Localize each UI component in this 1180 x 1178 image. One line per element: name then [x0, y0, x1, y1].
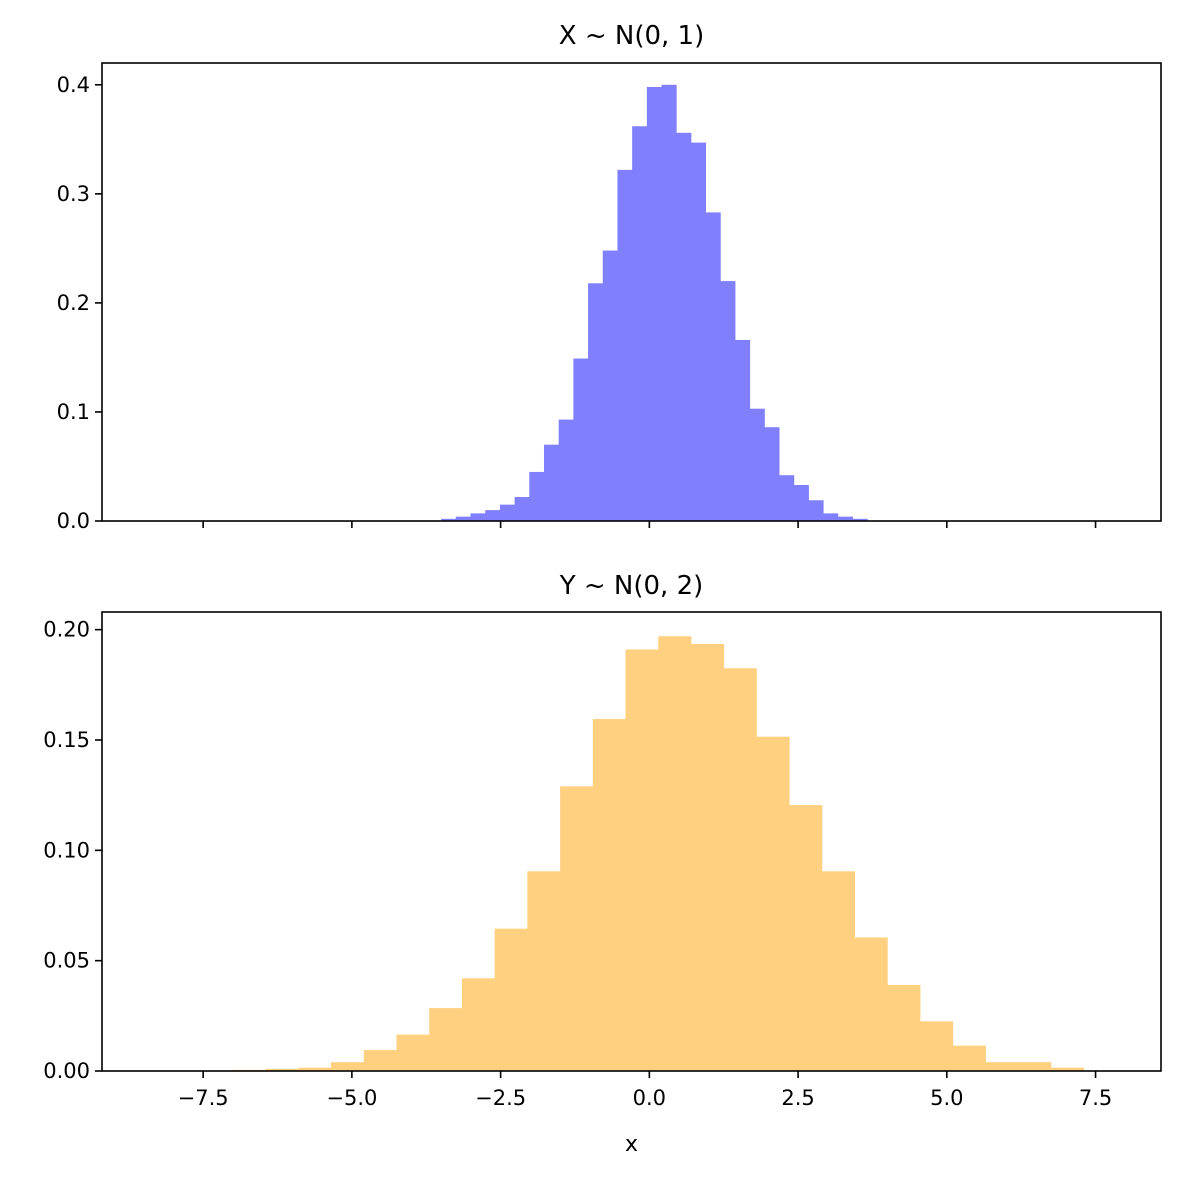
histogram-bar	[499, 504, 515, 521]
y-tick-label: 0.3	[57, 182, 90, 206]
x-tick-label: −7.5	[178, 1086, 229, 1110]
histogram-bar	[588, 283, 604, 521]
x-tick-label: −2.5	[475, 1086, 526, 1110]
histogram-bar	[985, 1062, 1019, 1071]
histogram-bar	[592, 719, 626, 1071]
histogram-bar	[823, 513, 839, 521]
histogram-bar	[837, 516, 853, 521]
histogram-bar	[793, 485, 809, 521]
histogram-bar	[617, 169, 633, 521]
histogram-panel-y: Y ~ N(0, 2) 0.00 0.05 0.10 0.15 0.20 −7.5 −5.0…	[43, 571, 1162, 1157]
axes-frame	[101, 611, 1162, 1072]
ticks-layer: 0.0 0.1 0.2 0.3 0.4	[57, 73, 1097, 533]
histogram-bar	[298, 1067, 332, 1071]
y-tick-label: 0.1	[57, 400, 90, 424]
chart-title: X ~ N(0, 1)	[559, 21, 704, 51]
x-axis-label: x	[625, 1132, 638, 1157]
histogram-bar	[705, 212, 721, 521]
x-tick-label: 7.5	[1079, 1086, 1112, 1110]
chart-title: Y ~ N(0, 2)	[559, 571, 704, 601]
histogram-bar	[789, 805, 823, 1071]
histogram-bar	[676, 132, 692, 522]
y-tick-label: 0.05	[43, 949, 90, 973]
histogram-bar	[646, 86, 662, 522]
histogram-bar	[854, 937, 888, 1071]
histogram-bar	[661, 84, 677, 521]
histogram-bar	[529, 471, 545, 521]
histogram-bar	[396, 1034, 430, 1071]
histogram-bar	[455, 516, 471, 521]
histogram-bar	[514, 497, 530, 521]
histogram-bar	[470, 513, 486, 521]
histogram-bar	[560, 786, 594, 1071]
histogram-bar	[265, 1068, 299, 1071]
histogram-bar	[602, 250, 618, 521]
histogram-bar	[690, 644, 725, 1071]
x-tick-label: −5.0	[326, 1086, 377, 1110]
y-tick-label: 0.2	[57, 291, 90, 315]
bars-layer	[232, 636, 1085, 1071]
histogram-bar	[543, 444, 560, 521]
histogram-bar	[527, 871, 561, 1071]
histogram-bar	[331, 1062, 365, 1071]
histogram-bar	[1018, 1062, 1052, 1071]
x-tick-label: 5.0	[930, 1086, 963, 1110]
histogram-panel-x: X ~ N(0, 1) 0.0 0.1 0.2 0.3 0.4	[57, 21, 1162, 533]
histogram-bar	[887, 984, 921, 1071]
x-tick-label: 0.0	[633, 1086, 666, 1110]
ticks-layer: 0.00 0.05 0.10 0.15 0.20 −7.5 −5.0 −2.5 0.0 2.5 5.…	[43, 618, 1112, 1110]
bars-layer	[441, 84, 868, 522]
histogram-bar	[720, 281, 736, 521]
histogram-bar	[632, 126, 648, 521]
histogram-bar	[764, 427, 780, 521]
y-tick-label: 0.4	[57, 73, 90, 97]
histogram-bar	[821, 871, 855, 1071]
histogram-bar	[952, 1045, 986, 1071]
histogram-bar	[494, 928, 528, 1071]
histogram-bar	[690, 142, 707, 521]
histogram-bar	[363, 1050, 397, 1071]
x-tick-label: 2.5	[781, 1086, 814, 1110]
histogram-bar	[756, 736, 790, 1071]
histogram-bar	[441, 518, 457, 521]
histogram-bar	[429, 1008, 463, 1071]
histogram-bar	[485, 510, 501, 521]
y-tick-label: 0.0	[57, 509, 90, 533]
histogram-bar	[852, 518, 868, 521]
histogram-bar	[625, 649, 659, 1071]
histogram-bar	[658, 636, 692, 1071]
histogram-bar	[749, 408, 765, 521]
histogram-bar	[735, 339, 751, 521]
histogram-bar	[558, 419, 574, 521]
histogram-bar	[808, 500, 824, 521]
histogram-bar	[779, 475, 795, 521]
y-tick-label: 0.10	[43, 838, 90, 862]
histogram-bar	[461, 978, 496, 1071]
y-tick-label: 0.00	[43, 1059, 90, 1083]
histogram-bar	[573, 358, 589, 521]
y-tick-label: 0.15	[43, 728, 90, 752]
histogram-bar	[1050, 1067, 1085, 1071]
histogram-bar	[920, 1021, 954, 1071]
histogram-bar	[723, 668, 757, 1071]
y-tick-label: 0.20	[43, 618, 90, 642]
axes-frame	[101, 62, 1162, 522]
